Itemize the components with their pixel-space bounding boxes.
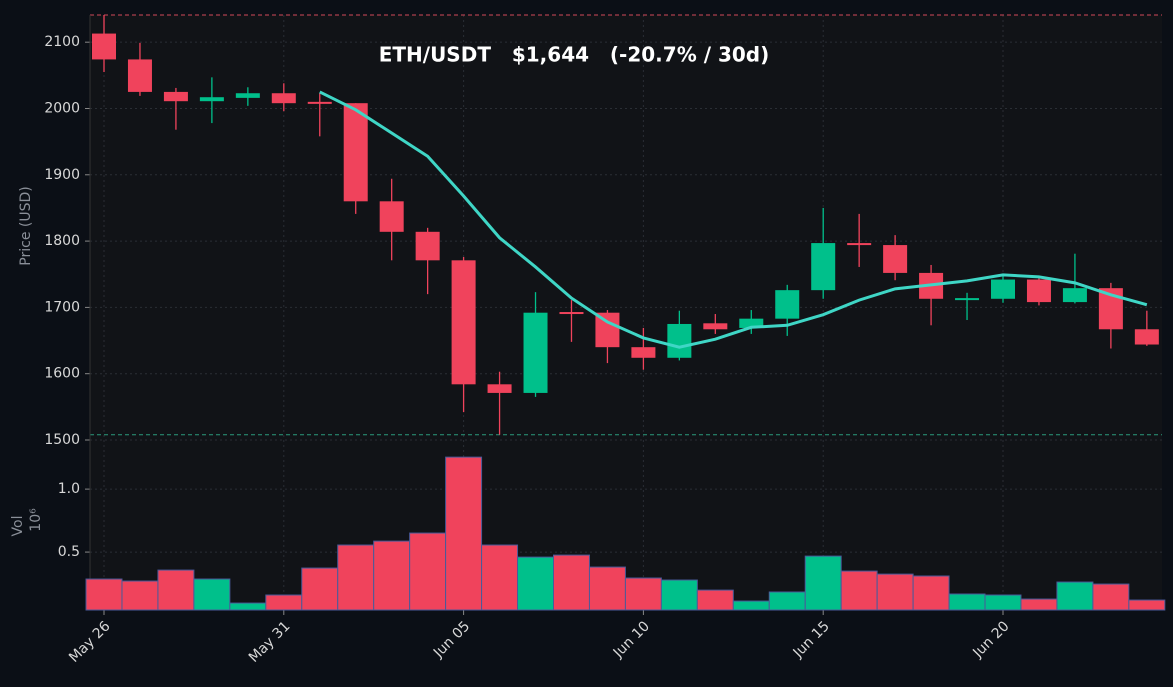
volume-bar (912, 575, 950, 611)
volume-bar (373, 540, 411, 611)
volume-bar (804, 555, 842, 611)
candle-body (991, 279, 1015, 299)
volume-bar (768, 591, 806, 611)
y-tick-label: 1600 (44, 366, 80, 382)
volume-tick-label: 1.0 (58, 481, 80, 497)
volume-bar (553, 554, 590, 611)
candle-body (235, 93, 260, 98)
candle-body (1134, 329, 1159, 345)
candle-body (883, 245, 908, 273)
y-tick-label: 2000 (44, 100, 80, 116)
candle-body (811, 243, 836, 291)
candle-body (271, 93, 296, 104)
candle-body (451, 260, 476, 385)
candle-body (92, 33, 116, 60)
volume-bar (660, 579, 698, 611)
candle-body (307, 101, 332, 104)
candle-body (559, 312, 584, 315)
volume-bar (265, 594, 303, 611)
volume-bar (984, 594, 1022, 611)
moving-average-line (319, 90, 1148, 349)
volume-bar (85, 578, 123, 611)
y-tick-label: 2100 (44, 34, 80, 50)
volume-bar (157, 569, 195, 611)
volume-bar (301, 567, 339, 611)
candle-body (847, 243, 872, 246)
volume-bar (588, 566, 626, 611)
candle-body (127, 59, 152, 92)
volume-bar (229, 602, 267, 611)
volume-bar (517, 556, 554, 611)
candle-body (739, 318, 764, 328)
volume-bar (121, 580, 159, 611)
volume-tick-label: 0.5 (58, 544, 80, 560)
volume-bar (193, 578, 231, 611)
volume-axis-label: Vol (10, 516, 26, 537)
volume-bar (409, 532, 447, 611)
y-tick-label: 1500 (44, 432, 80, 448)
volume-bar (840, 570, 878, 611)
y-axis-label: Price (USD) (18, 186, 34, 265)
volume-bar (876, 573, 914, 611)
candle-body (163, 91, 188, 102)
candle-body (199, 97, 224, 102)
volume-bar (481, 544, 519, 611)
volume-bar (1056, 581, 1094, 611)
candle-body (415, 231, 440, 261)
chart-title: ETH/USDT $1,644 (-20.7% / 30d) (379, 43, 770, 67)
plot-area (90, 15, 1162, 610)
y-tick-label: 1800 (44, 233, 80, 249)
candle-body (631, 347, 656, 358)
candle-body (523, 312, 548, 393)
candle-body (1062, 288, 1087, 303)
volume-bar (1020, 598, 1058, 611)
candle-body (955, 298, 980, 301)
candle-body (1026, 279, 1051, 303)
volume-bar (732, 600, 770, 611)
candle-body (775, 290, 800, 319)
candle-body (667, 323, 692, 358)
candle-body (487, 384, 512, 393)
y-tick-label: 1900 (44, 167, 80, 183)
y-tick-label: 1700 (44, 299, 80, 315)
volume-scale-label: 10⁶ (28, 508, 44, 532)
volume-bar (1128, 599, 1166, 611)
volume-bar (1092, 583, 1130, 611)
volume-bar (624, 577, 662, 611)
volume-bar (948, 593, 986, 611)
candle-body (703, 323, 728, 330)
volume-bar (445, 456, 483, 611)
volume-bar (337, 544, 375, 611)
candle-body (379, 201, 404, 232)
volume-bar (696, 589, 734, 611)
candle-body (343, 103, 368, 202)
